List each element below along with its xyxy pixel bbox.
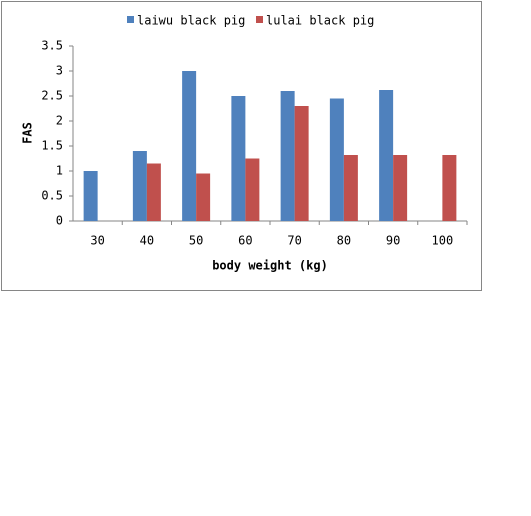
- bar: [343, 155, 358, 221]
- bar: [231, 96, 246, 221]
- bar: [132, 151, 147, 221]
- legend-label: lulai black pig: [266, 14, 374, 28]
- legend-swatch: [127, 16, 134, 23]
- bar: [245, 158, 260, 221]
- y-tick-label: 2.5: [41, 89, 63, 103]
- bar: [393, 155, 408, 221]
- y-tick-label: 0.5: [41, 189, 63, 203]
- bar: [294, 106, 309, 221]
- x-tick-label: 70: [287, 234, 301, 248]
- x-tick-label: 100: [432, 234, 454, 248]
- y-tick-label: 1.5: [41, 139, 63, 153]
- legend-swatch: [256, 16, 263, 23]
- bar: [329, 98, 344, 221]
- y-axis-title: FAS: [21, 122, 35, 144]
- bar: [182, 71, 197, 221]
- x-tick-label: 30: [90, 234, 104, 248]
- bar: [280, 91, 295, 221]
- x-tick-label: 80: [337, 234, 351, 248]
- legend-label: laiwu black pig: [137, 14, 245, 28]
- x-tick-label: 50: [189, 234, 203, 248]
- x-tick-label: 40: [140, 234, 154, 248]
- y-tick-label: 1: [56, 164, 63, 178]
- bar: [146, 163, 161, 221]
- bar: [379, 90, 394, 221]
- bar: [442, 155, 457, 221]
- bar: [83, 171, 98, 221]
- x-tick-label: 90: [386, 234, 400, 248]
- x-tick-label: 60: [238, 234, 252, 248]
- y-tick-label: 0: [56, 214, 63, 228]
- bar: [196, 173, 211, 221]
- y-tick-label: 2: [56, 114, 63, 128]
- y-tick-label: 3: [56, 64, 63, 78]
- y-tick-label: 3.5: [41, 39, 63, 53]
- x-axis-title: body weight (kg): [212, 259, 328, 273]
